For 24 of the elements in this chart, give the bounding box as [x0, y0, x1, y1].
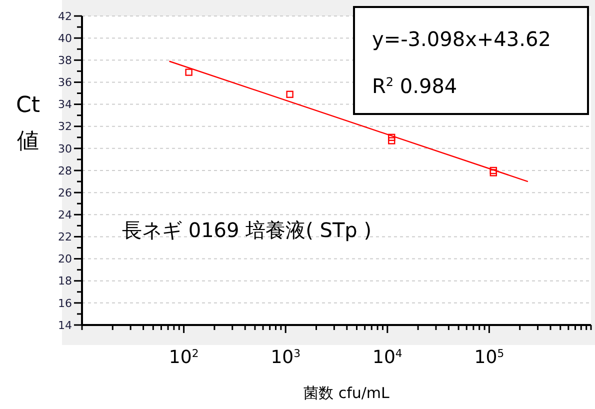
y-tick-label: 26: [58, 186, 72, 200]
y-tick-label: 16: [58, 296, 72, 310]
x-tick-label: 10$^{2}$: [168, 346, 199, 368]
y-tick-label: 34: [58, 98, 72, 112]
y-tick-label: 20: [58, 252, 72, 266]
x-axis-title: 菌数 cfu/mL: [304, 384, 390, 402]
y-tick-label: 40: [58, 32, 72, 45]
annotation: R$^{2}$ 0.984: [372, 74, 458, 98]
y-tick-label: 42: [58, 10, 72, 23]
y-tick-label: 36: [58, 76, 72, 90]
x-tick-label: 10$^{3}$: [270, 346, 300, 368]
y-tick-label: 38: [58, 54, 72, 67]
y-tick-label: 18: [58, 274, 72, 288]
x-tick-label: 10$^{4}$: [372, 346, 402, 368]
y-axis-title: Ct値: [16, 93, 40, 154]
y-tick-label: 14: [58, 318, 72, 332]
y-tick-label: 28: [58, 164, 72, 178]
y-tick-label: 22: [58, 230, 72, 244]
x-tick-label: 10$^{5}$: [474, 346, 504, 368]
annotation: y=-3.098x+43.62: [372, 27, 551, 51]
y-tick-label: 32: [58, 120, 72, 134]
y-tick-label: 24: [58, 208, 72, 222]
y-tick-label: 30: [58, 142, 72, 156]
annotation: 長ネギ 0169 培養液( STp ): [122, 218, 372, 242]
